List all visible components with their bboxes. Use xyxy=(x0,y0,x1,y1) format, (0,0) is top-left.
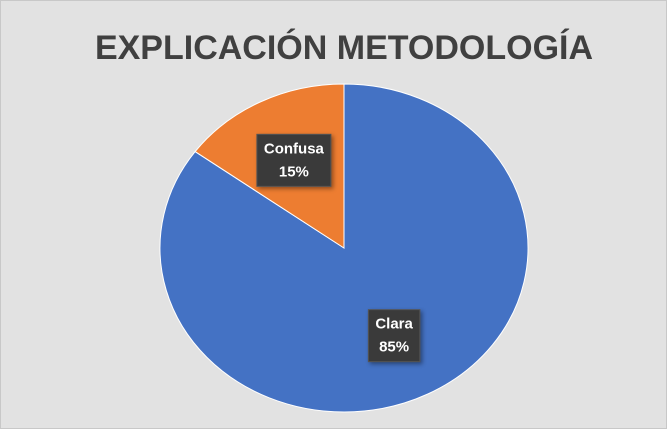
data-label: Confusa 15% xyxy=(256,133,332,187)
data-label-category: Confusa xyxy=(264,140,325,157)
data-label-box xyxy=(367,309,421,363)
data-label: Clara 85% xyxy=(367,309,421,363)
chart-title: EXPLICACIÓN METODOLOGÍA xyxy=(95,29,593,67)
data-label-value: 15% xyxy=(279,163,309,180)
data-label-category: Clara xyxy=(375,316,413,333)
data-label-box xyxy=(256,133,332,187)
data-label-value: 85% xyxy=(379,339,409,356)
